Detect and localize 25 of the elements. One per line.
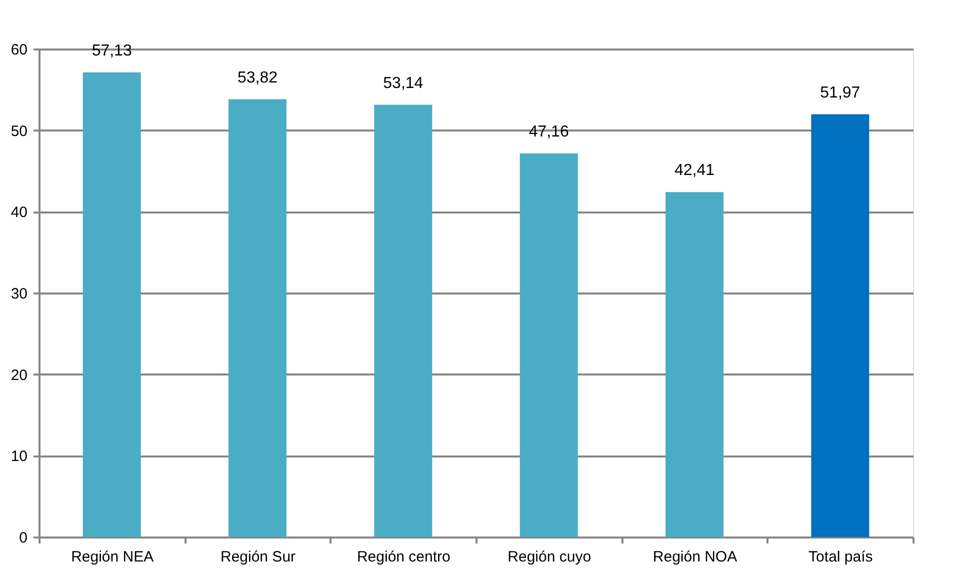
y-tick-label: 10 xyxy=(10,448,28,466)
x-tick-label: Región Sur xyxy=(220,548,296,566)
bar xyxy=(82,72,141,537)
bar xyxy=(374,104,432,537)
bar xyxy=(666,192,724,537)
data-label: 53,82 xyxy=(237,69,278,86)
data-label: 42,41 xyxy=(674,162,715,180)
x-tick-label: Región cuyo xyxy=(508,548,592,566)
y-tick-label: 60 xyxy=(10,42,28,58)
x-tick-label: Región centro xyxy=(356,548,450,566)
data-label: 53,14 xyxy=(383,74,424,92)
y-tick-label: 30 xyxy=(10,286,28,302)
x-tick-label: Total país xyxy=(808,548,873,566)
bar xyxy=(811,114,870,537)
y-tick-label: 20 xyxy=(10,366,28,384)
data-label: 57,13 xyxy=(92,42,132,60)
y-tick-label: 0 xyxy=(19,530,28,546)
x-tick-label: Región NEA xyxy=(71,548,154,566)
x-tick-label: Región NOA xyxy=(652,548,738,566)
data-label: 51,97 xyxy=(820,84,860,102)
y-tick-label: 50 xyxy=(10,122,28,140)
y-tick-label: 40 xyxy=(10,204,28,222)
bar xyxy=(520,153,578,537)
data-label: 47,16 xyxy=(528,123,569,140)
bar xyxy=(228,99,286,537)
